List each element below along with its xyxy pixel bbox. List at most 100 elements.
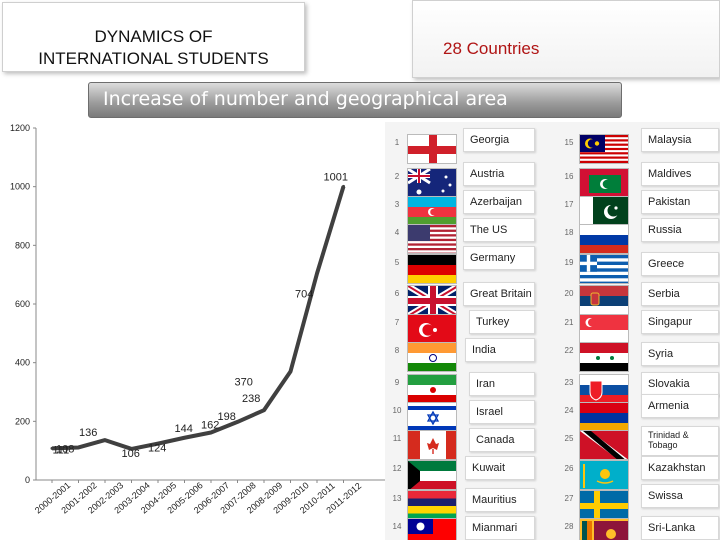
country-name: Singapur xyxy=(641,310,719,334)
country-number: 3 xyxy=(394,200,400,209)
data-label: 162 xyxy=(201,419,219,431)
flag-australia-icon xyxy=(407,168,457,198)
country-number: 20 xyxy=(564,289,574,298)
flag-kazakhstan-icon xyxy=(579,460,629,490)
country-number: 8 xyxy=(394,346,400,355)
flag-uk-icon xyxy=(407,285,457,315)
data-point xyxy=(262,408,266,412)
flag-pakistan-icon xyxy=(579,196,629,226)
country-number: 27 xyxy=(564,494,574,503)
country-name: Kazakhstan xyxy=(641,456,719,480)
country-number: 2 xyxy=(394,172,400,181)
country-number: 16 xyxy=(564,172,574,181)
country-number: 28 xyxy=(564,522,574,531)
country-number: 26 xyxy=(564,464,574,473)
flag-kuwait-icon xyxy=(407,460,457,490)
country-number: 15 xyxy=(564,138,574,147)
country-number: 7 xyxy=(394,318,400,327)
y-tick-label: 1000 xyxy=(10,182,30,192)
flag-taiwan-icon xyxy=(407,518,457,540)
data-label: 111 xyxy=(53,444,70,456)
country-number: 1 xyxy=(394,138,400,147)
country-number: 6 xyxy=(394,289,400,298)
y-tick-label: 600 xyxy=(15,299,30,309)
country-number: 14 xyxy=(392,522,402,531)
flag-turkey-icon xyxy=(407,314,457,344)
data-point xyxy=(183,436,186,440)
flag-malaysia-icon xyxy=(579,134,629,164)
country-name: Israel xyxy=(469,400,535,424)
flag-sweden-icon xyxy=(579,490,629,520)
data-label: 704 xyxy=(295,288,313,300)
flag-mauritius-icon xyxy=(407,490,457,520)
data-label: 124 xyxy=(148,443,166,455)
title-box: DYNAMICS OF INTERNATIONAL STUDENTS xyxy=(2,2,305,72)
country-number: 21 xyxy=(564,318,574,327)
data-label: 106 xyxy=(122,448,140,460)
country-number: 17 xyxy=(564,200,574,209)
country-number: 11 xyxy=(392,434,402,443)
country-name: Kuwait xyxy=(465,456,535,480)
country-number: 19 xyxy=(564,258,574,267)
flag-srilanka-icon xyxy=(579,518,629,540)
y-tick-label: 1200 xyxy=(10,123,30,133)
country-name: Georgia xyxy=(463,128,535,152)
country-name: Turkey xyxy=(469,310,535,334)
country-name: Austria xyxy=(463,162,535,186)
series-line xyxy=(51,185,346,451)
country-name: The US xyxy=(463,218,535,242)
country-number: 4 xyxy=(394,228,400,237)
countries-count: 28 Countries xyxy=(443,39,540,58)
flag-canada-icon xyxy=(407,430,457,460)
data-point xyxy=(236,420,239,424)
y-tick-label: 800 xyxy=(15,240,30,250)
data-label: 144 xyxy=(175,423,193,435)
country-name: Swissa xyxy=(641,484,719,508)
flag-azerbaijan-icon xyxy=(407,196,457,226)
country-name: Russia xyxy=(641,218,719,242)
flag-trinidad-icon xyxy=(579,430,629,460)
data-point xyxy=(50,446,54,450)
data-point xyxy=(156,442,160,446)
data-label: 108 xyxy=(56,443,74,455)
flag-singapore-icon xyxy=(579,314,629,344)
country-name: Canada xyxy=(469,428,535,452)
country-name: Azerbaijan xyxy=(463,190,535,214)
country-name: Mauritius xyxy=(465,488,535,512)
country-name: Great Britain xyxy=(463,282,535,306)
data-point xyxy=(289,369,292,373)
country-name: Pakistan xyxy=(641,190,719,214)
flag-israel-icon xyxy=(407,402,457,432)
y-tick-label: 200 xyxy=(15,416,30,426)
flag-usa-icon xyxy=(407,224,457,254)
data-point xyxy=(103,438,107,442)
title-line-2: INTERNATIONAL STUDENTS xyxy=(38,49,269,68)
subtitle-text: Increase of number and geographical area xyxy=(103,88,508,110)
country-number: 23 xyxy=(564,378,574,387)
country-number: 5 xyxy=(394,258,400,267)
flag-india-icon xyxy=(407,342,457,372)
flag-maldives-icon xyxy=(579,168,629,198)
flag-slovakia-icon xyxy=(579,374,629,404)
flag-syria-icon xyxy=(579,342,629,372)
country-number: 24 xyxy=(564,406,574,415)
data-point xyxy=(77,445,80,449)
country-number: 10 xyxy=(392,406,402,415)
data-label: 1001 xyxy=(324,171,348,183)
data-label: 370 xyxy=(235,376,253,388)
data-label: 238 xyxy=(242,393,260,405)
country-name: Slovakia xyxy=(641,372,719,396)
flag-armenia-icon xyxy=(579,402,629,432)
countries-count-box: 28 Countries xyxy=(412,0,720,78)
country-name: Serbia xyxy=(641,282,719,306)
country-number: 25 xyxy=(564,434,574,443)
country-name: Mianmari xyxy=(465,516,535,540)
country-number: 12 xyxy=(392,464,402,473)
country-name: India xyxy=(465,338,535,362)
title-line-1: DYNAMICS OF xyxy=(94,27,213,46)
flag-russia-icon xyxy=(579,224,629,254)
country-name: Iran xyxy=(469,372,535,396)
country-number: 18 xyxy=(564,228,574,237)
y-tick-label: 400 xyxy=(15,358,30,368)
